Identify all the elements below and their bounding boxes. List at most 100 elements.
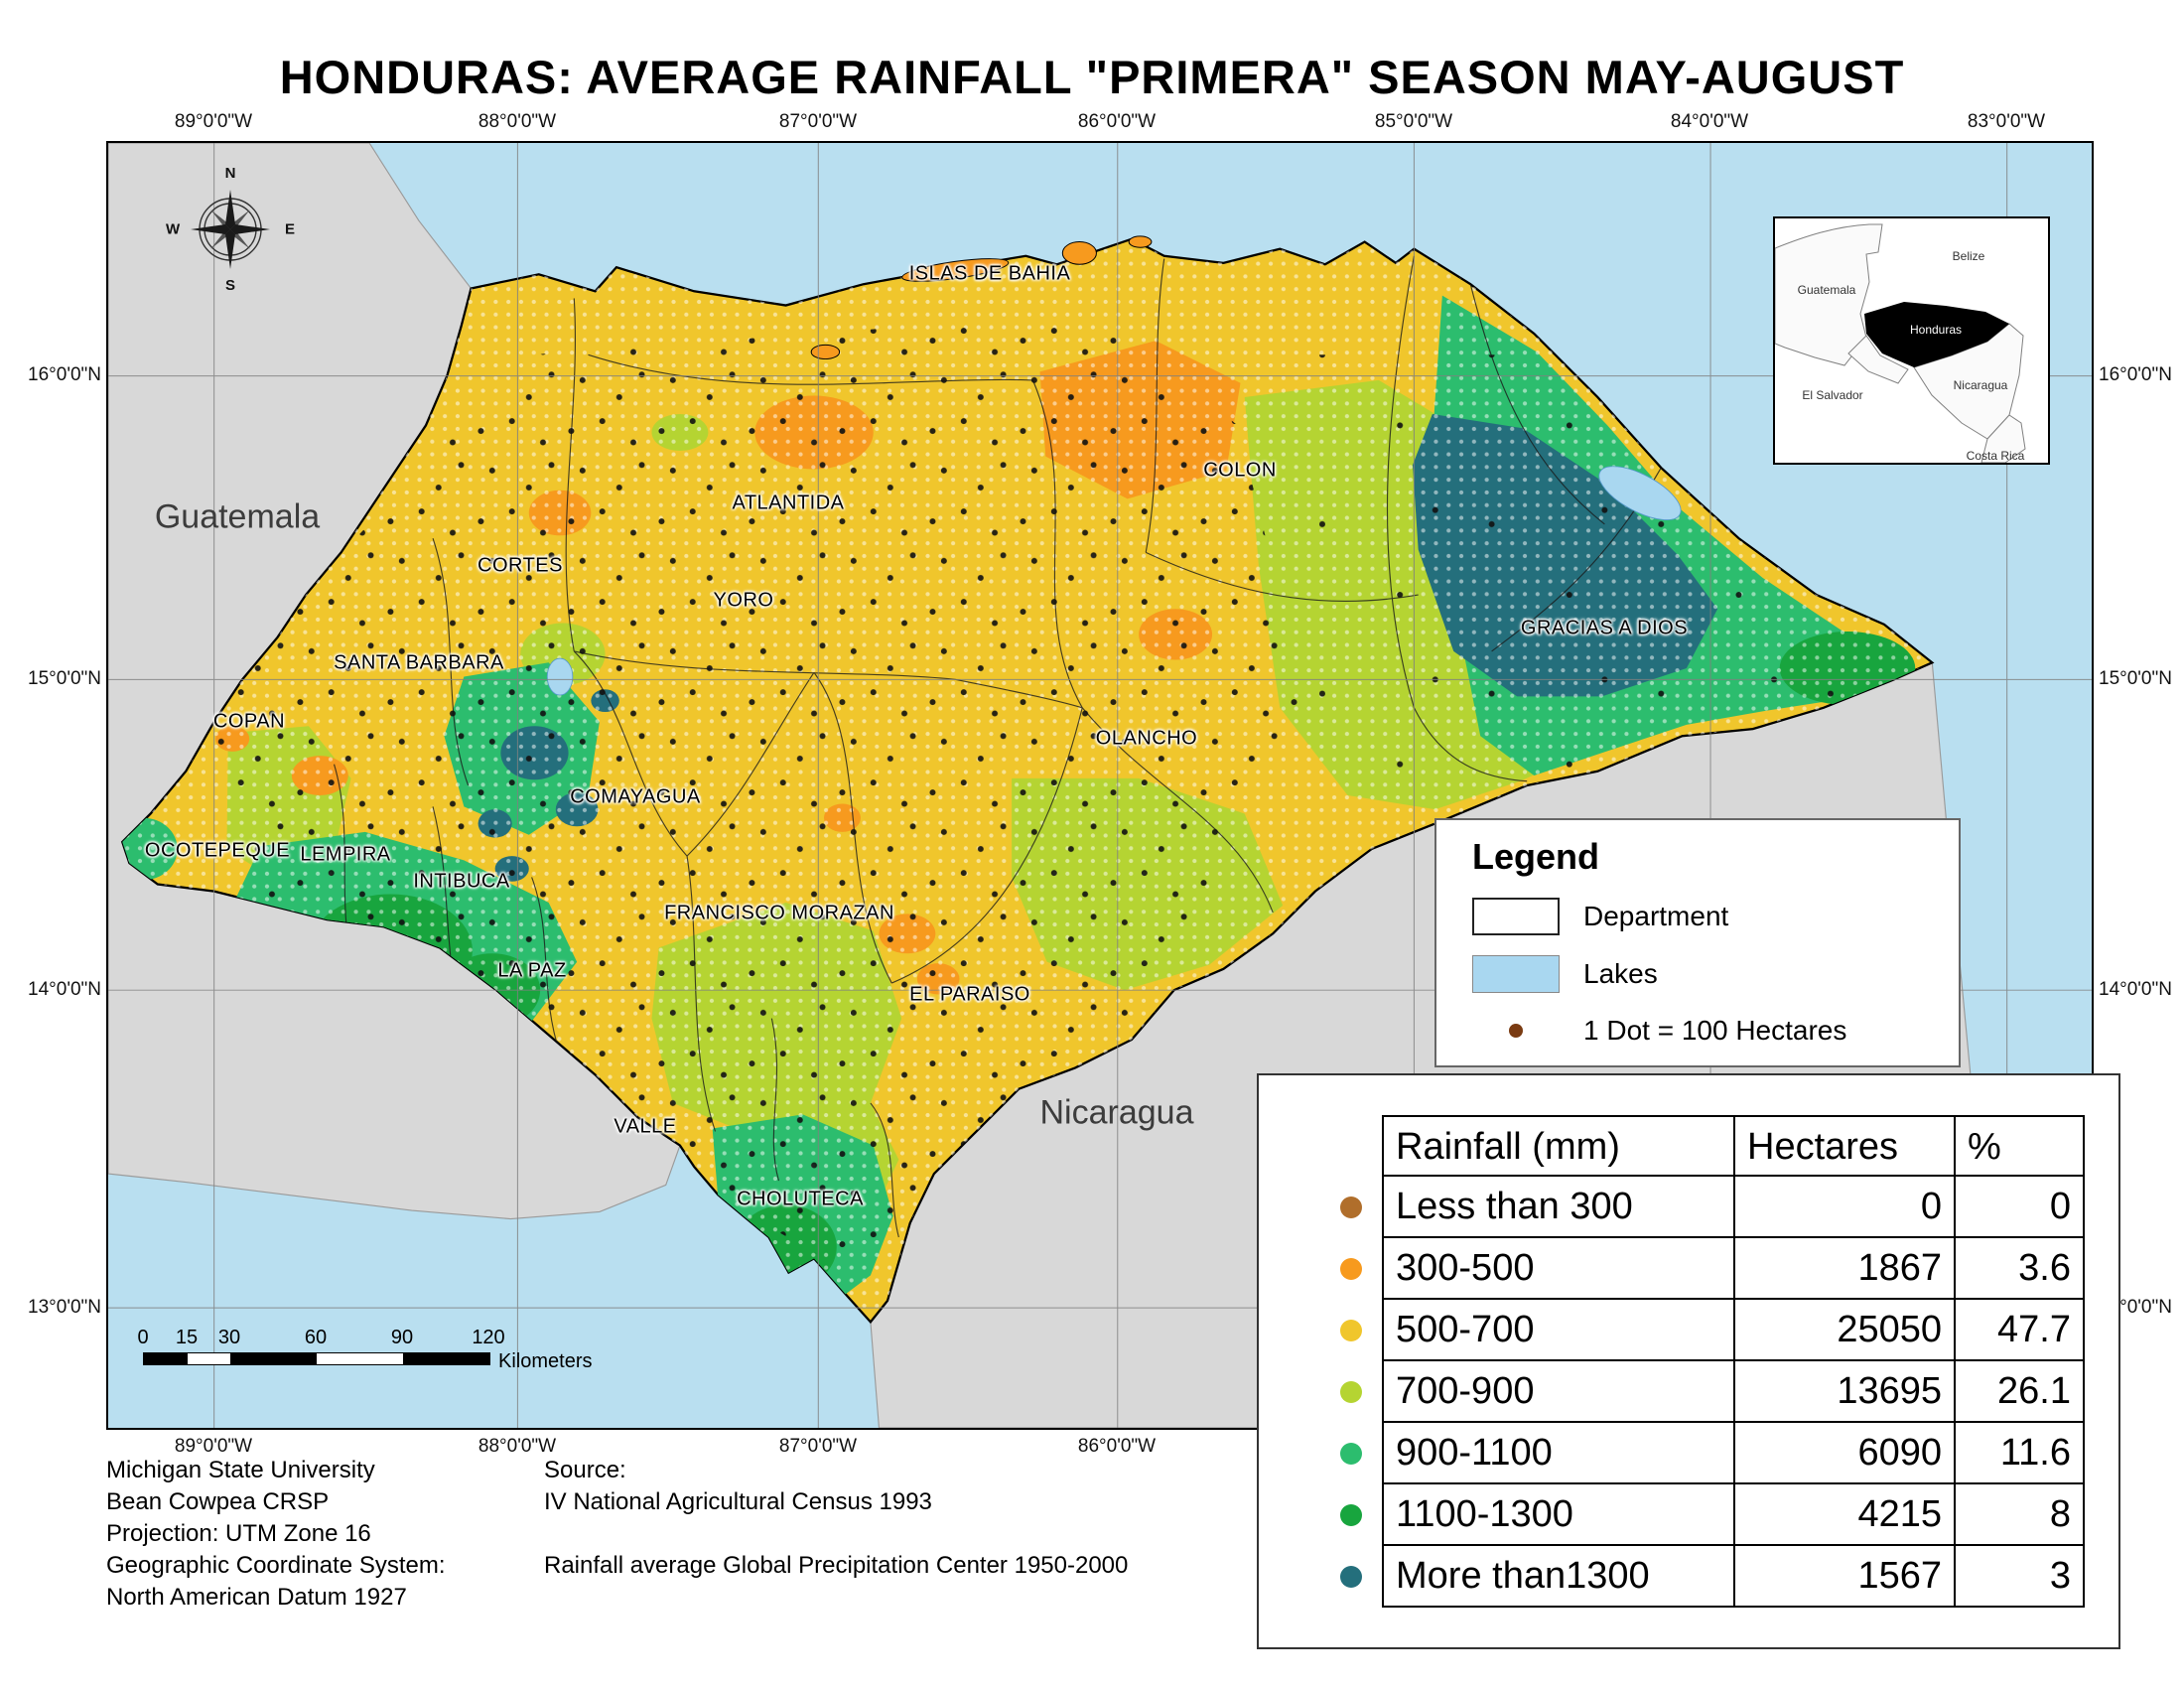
lon-label-top: 89°0'0"W — [174, 111, 253, 132]
source-line — [544, 1518, 1128, 1550]
lakes-swatch — [1472, 955, 1560, 993]
department-label-valle: VALLE — [614, 1115, 677, 1138]
scale-bar: 0 15 30 60 90 120 Kilometers — [137, 1327, 719, 1382]
rainfall-range: 500-700 — [1382, 1300, 1735, 1361]
rainfall-range: More than1300 — [1382, 1546, 1735, 1608]
hectares-value: 1567 — [1735, 1546, 1956, 1608]
rainfall-range: Less than 300 — [1382, 1177, 1735, 1238]
rainfall-class-dot — [1340, 1566, 1362, 1588]
scale-tick: 60 — [304, 1327, 328, 1348]
table-header-row: Rainfall (mm) Hectares % — [1259, 1115, 2085, 1177]
source-line: Rainfall average Global Precipitation Ce… — [544, 1552, 1129, 1579]
hectares-value: 0 — [1735, 1177, 1956, 1238]
inset-costa-rica-shape — [1980, 414, 2026, 463]
country-label-guatemala: Guatemala — [154, 497, 321, 536]
lon-label-top: 85°0'0"W — [1374, 111, 1453, 132]
hectares-value: 4215 — [1735, 1484, 1956, 1546]
department-label-choluteca: CHOLUTECA — [737, 1188, 864, 1210]
lat-label-right: 14°0'0"N — [2099, 979, 2172, 1000]
inset-locator-map: Belize Guatemala Honduras El Salvador Ni… — [1773, 216, 2050, 465]
inset-label-el-salvador: El Salvador — [1802, 388, 1862, 402]
department-label-el-paraiso: EL PARAISO — [909, 983, 1030, 1006]
legend-item-label: 1 Dot = 100 Hectares — [1583, 1015, 1847, 1046]
caratasca-lagoon — [1598, 466, 1682, 520]
inset-label-nicaragua: Nicaragua — [1954, 378, 2008, 392]
department-label-olancho: OLANCHO — [1095, 727, 1198, 750]
inset-guatemala-belize-shape — [1775, 223, 1883, 366]
rainfall-range: 300-500 — [1382, 1238, 1735, 1300]
lon-label-bottom: 86°0'0"W — [1077, 1436, 1157, 1457]
rainfall-class-dot — [1340, 1381, 1362, 1403]
compass-north-label: N — [224, 165, 236, 182]
rainfall-class-dot — [1340, 1258, 1362, 1280]
scale-tick: 90 — [390, 1327, 414, 1348]
lat-label-left: 13°0'0"N — [28, 1297, 101, 1318]
rainfall-class-dot — [1340, 1196, 1362, 1218]
lon-label-top: 86°0'0"W — [1077, 111, 1157, 132]
column-header-rainfall: Rainfall (mm) — [1382, 1115, 1735, 1177]
department-label-yoro: YORO — [713, 589, 774, 612]
compass-south-label: S — [224, 277, 236, 294]
legend-item-department: Department — [1472, 898, 1728, 935]
table-row: 500-700 25050 47.7 — [1259, 1300, 2085, 1361]
legend-title: Legend — [1472, 836, 1600, 877]
hectares-value: 6090 — [1735, 1423, 1956, 1484]
table-row: 1100-1300 4215 8 — [1259, 1484, 2085, 1546]
lat-label-right: 16°0'0"N — [2099, 364, 2172, 385]
compass-rose: N E S W — [166, 165, 295, 294]
credit-line: Bean Cowpea CRSP — [106, 1488, 330, 1515]
inset-label-belize: Belize — [1953, 249, 1985, 263]
map-title: HONDURAS: AVERAGE RAINFALL "PRIMERA" SEA… — [279, 51, 1905, 103]
department-swatch — [1472, 898, 1560, 935]
lon-label-top: 88°0'0"W — [478, 111, 557, 132]
scale-bar-segments — [143, 1352, 490, 1365]
dot-density-symbol — [1509, 1024, 1523, 1038]
department-label-atlantida: ATLANTIDA — [732, 492, 845, 514]
inset-label-guatemala: Guatemala — [1798, 283, 1856, 297]
lon-label-top: 87°0'0"W — [778, 111, 858, 132]
table-row: 700-900 13695 26.1 — [1259, 1361, 2085, 1423]
inset-el-salvador-shape — [1847, 335, 1909, 384]
column-header-percent: % — [1956, 1115, 2085, 1177]
country-label-nicaragua: Nicaragua — [1039, 1093, 1194, 1132]
lon-label-top: 83°0'0"W — [1967, 111, 2046, 132]
hectares-value: 1867 — [1735, 1238, 1956, 1300]
map-legend: Legend Department Lakes 1 Dot = 100 Hect… — [1434, 818, 1961, 1067]
legend-item-dot-density: 1 Dot = 100 Hectares — [1472, 1015, 1846, 1047]
rainfall-class-dot — [1340, 1504, 1362, 1526]
department-label-gracias-a-dios: GRACIAS A DIOS — [1520, 617, 1689, 639]
lat-label-left: 15°0'0"N — [28, 668, 101, 689]
credit-line: North American Datum 1927 — [106, 1584, 407, 1611]
percent-value: 11.6 — [1956, 1423, 2085, 1484]
column-header-hectares: Hectares — [1735, 1115, 1956, 1177]
department-label-islas-de-bahia: ISLAS DE BAHIA — [908, 262, 1071, 285]
inset-honduras-shape — [1864, 302, 2009, 367]
lon-label-bottom: 88°0'0"W — [478, 1436, 557, 1457]
credit-line: Projection: UTM Zone 16 — [106, 1520, 371, 1547]
rainfall-table-panel: Rainfall (mm) Hectares % Less than 300 0… — [1257, 1073, 2120, 1649]
rainfall-range: 1100-1300 — [1382, 1484, 1735, 1546]
lake-yojoa — [546, 657, 574, 696]
lat-label-left: 16°0'0"N — [28, 364, 101, 385]
scale-tick: 15 — [175, 1327, 199, 1348]
percent-value: 26.1 — [1956, 1361, 2085, 1423]
department-label-cortes: CORTES — [478, 554, 563, 577]
table-row: 900-1100 6090 11.6 — [1259, 1423, 2085, 1484]
department-label-comayagua: COMAYAGUA — [570, 785, 701, 808]
lon-label-bottom: 87°0'0"W — [778, 1436, 858, 1457]
inset-nicaragua-shape — [1913, 323, 2024, 440]
table-row: 300-500 1867 3.6 — [1259, 1238, 2085, 1300]
department-label-ocotepeque: OCOTEPEQUE — [144, 839, 291, 862]
percent-value: 8 — [1956, 1484, 2085, 1546]
percent-value: 47.7 — [1956, 1300, 2085, 1361]
department-label-santa-barbara: SANTA BARBARA — [334, 651, 504, 674]
compass-star-icon — [191, 190, 270, 269]
source-line: Source: — [544, 1457, 626, 1483]
compass-west-label: W — [166, 220, 181, 238]
rainfall-range: 700-900 — [1382, 1361, 1735, 1423]
lon-label-bottom: 89°0'0"W — [174, 1436, 253, 1457]
table-row: Less than 300 0 0 — [1259, 1177, 2085, 1238]
department-label-colon: COLON — [1203, 459, 1277, 482]
percent-value: 3.6 — [1956, 1238, 2085, 1300]
rainfall-table: Rainfall (mm) Hectares % Less than 300 0… — [1259, 1115, 2085, 1608]
